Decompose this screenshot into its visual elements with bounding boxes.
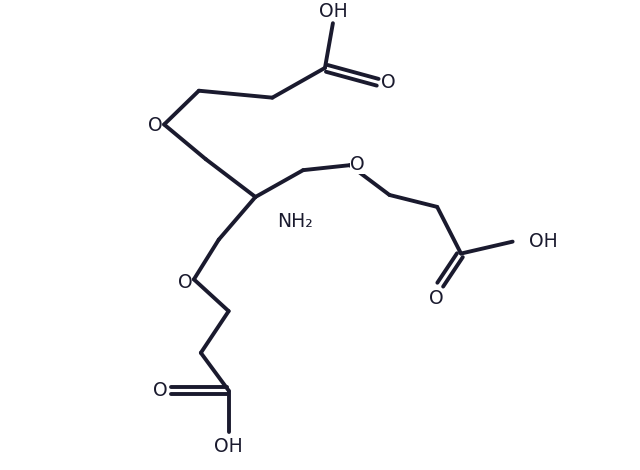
Text: O: O xyxy=(381,73,396,92)
Text: OH: OH xyxy=(529,232,557,251)
Text: OH: OH xyxy=(214,437,243,456)
Text: O: O xyxy=(153,381,168,400)
Text: O: O xyxy=(148,116,163,135)
Text: O: O xyxy=(351,155,365,174)
Text: O: O xyxy=(429,289,444,308)
Text: OH: OH xyxy=(319,2,348,21)
Text: O: O xyxy=(178,273,192,292)
Text: NH₂: NH₂ xyxy=(277,212,313,231)
